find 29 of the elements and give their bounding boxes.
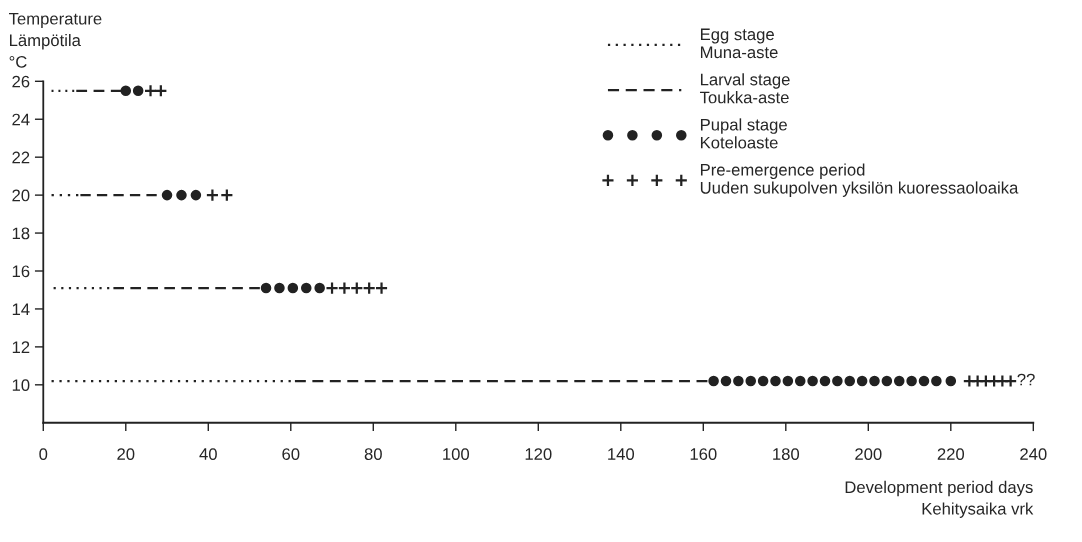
annotation: ?? xyxy=(1017,373,1035,386)
x-tick-label: 220 xyxy=(937,448,965,460)
x-tick-label: 0 xyxy=(39,448,48,460)
x-tick-label: 160 xyxy=(690,448,717,460)
x-tick-label: 80 xyxy=(364,448,382,460)
y-axis-title: Temperature Lämpötila °C xyxy=(9,12,102,68)
x-tick-label: 60 xyxy=(282,448,300,460)
y-tick-label: 20 xyxy=(12,189,30,202)
y-tick-label: 22 xyxy=(12,151,30,164)
x-tick-label: 180 xyxy=(773,448,800,460)
y-tick-label: 26 xyxy=(12,75,30,88)
legend-label: Egg stage Muna-aste xyxy=(700,28,778,59)
x-tick-label: 40 xyxy=(199,448,217,460)
x-tick-label: 200 xyxy=(855,448,882,460)
x-tick-label: 100 xyxy=(443,448,470,460)
y-tick-label: 18 xyxy=(12,227,30,240)
legend-label: Pupal stage Koteloaste xyxy=(700,118,787,149)
y-tick-label: 12 xyxy=(12,341,30,353)
legend-label: Pre-emergence period Uuden sukupolven yksilön kuoressaoloaika xyxy=(700,163,1019,197)
y-tick-label: 10 xyxy=(12,379,30,392)
x-axis-title: Development period days Kehitysaika vrk xyxy=(845,480,1034,518)
x-tick-label: 140 xyxy=(608,448,635,460)
y-tick-label: 16 xyxy=(12,265,30,278)
x-tick-label: 120 xyxy=(525,448,552,460)
legend-label: Larval stage Toukka-aste xyxy=(699,73,790,104)
y-tick-label: 14 xyxy=(12,303,30,315)
x-tick-label: 20 xyxy=(117,448,135,460)
x-tick-label: 240 xyxy=(1020,448,1047,460)
y-tick-label: 24 xyxy=(12,113,30,126)
